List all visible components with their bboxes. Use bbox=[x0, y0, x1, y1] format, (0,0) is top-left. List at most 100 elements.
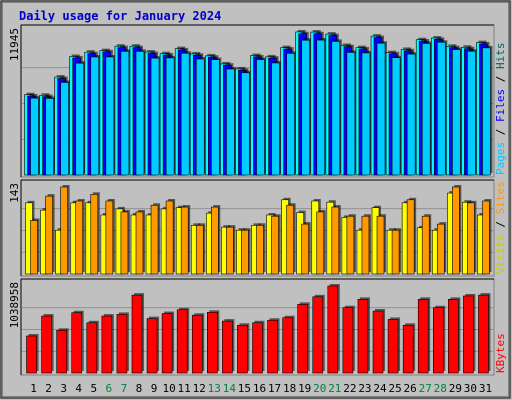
day-label-4: 4 bbox=[75, 382, 82, 395]
day-label-7: 7 bbox=[121, 382, 128, 395]
bar-pages-day-2 bbox=[45, 98, 54, 176]
bar-sites-day-7 bbox=[120, 211, 129, 275]
bar-kbytes-day-17 bbox=[267, 319, 278, 374]
bar-sites-day-9 bbox=[150, 204, 159, 275]
bar-pages-day-22 bbox=[346, 52, 356, 176]
day-label-6: 6 bbox=[106, 382, 113, 395]
bar-sites-day-22 bbox=[346, 215, 355, 275]
bar-pages-day-1 bbox=[30, 97, 39, 176]
day-label-25: 25 bbox=[388, 382, 401, 395]
bar-kbytes-day-26 bbox=[402, 324, 414, 374]
bar-kbytes-day-14 bbox=[222, 320, 233, 374]
legend-item-pages: Pages bbox=[494, 142, 507, 175]
legend-separator: / bbox=[494, 122, 507, 142]
bar-sites-day-17 bbox=[271, 215, 279, 275]
panel-hits: 11945 Pages / Files / Hits bbox=[8, 24, 507, 178]
day-label-12: 12 bbox=[193, 382, 206, 395]
day-label-13: 13 bbox=[208, 382, 221, 395]
legend-hits: Pages / Files / Hits bbox=[494, 43, 507, 176]
bar-sites-day-15 bbox=[241, 229, 249, 275]
bar-pages-day-13 bbox=[211, 59, 220, 176]
bar-kbytes-day-11 bbox=[176, 309, 188, 374]
bar-pages-day-7 bbox=[120, 51, 130, 176]
bar-pages-day-25 bbox=[391, 57, 401, 176]
day-label-2: 2 bbox=[45, 382, 52, 395]
bar-sites-day-27 bbox=[421, 215, 430, 275]
day-label-10: 10 bbox=[162, 382, 175, 395]
panel-visits: 143 Visits / Sites bbox=[8, 179, 507, 277]
bar-sites-day-21 bbox=[331, 206, 340, 275]
bar-sites-day-31 bbox=[482, 200, 490, 275]
bar-kbytes-day-2 bbox=[41, 315, 52, 374]
bar-kbytes-day-3 bbox=[56, 329, 67, 374]
bar-kbytes-day-15 bbox=[237, 324, 248, 374]
bar-kbytes-day-6 bbox=[101, 315, 113, 374]
bar-sites-day-29 bbox=[452, 186, 460, 275]
day-label-27: 27 bbox=[419, 382, 432, 395]
chart-title: Daily usage for January 2024 bbox=[19, 9, 221, 23]
bar-kbytes-day-25 bbox=[387, 319, 399, 374]
bar-pages-day-6 bbox=[105, 56, 115, 176]
bar-kbytes-day-1 bbox=[26, 335, 37, 374]
bar-kbytes-day-13 bbox=[207, 311, 218, 374]
bar-kbytes-day-23 bbox=[357, 299, 369, 374]
day-label-8: 8 bbox=[136, 382, 143, 395]
day-label-23: 23 bbox=[358, 382, 371, 395]
bar-sites-day-24 bbox=[376, 215, 385, 275]
bar-pages-day-8 bbox=[135, 51, 145, 176]
bar-sites-day-28 bbox=[436, 223, 445, 275]
bar-kbytes-day-22 bbox=[342, 307, 354, 374]
legend-item-hits: Hits bbox=[494, 43, 507, 70]
day-label-18: 18 bbox=[283, 382, 296, 395]
bar-sites-day-1 bbox=[30, 220, 38, 275]
bar-kbytes-day-20 bbox=[312, 296, 324, 374]
bar-pages-day-29 bbox=[452, 49, 461, 176]
day-label-16: 16 bbox=[253, 382, 266, 395]
bar-pages-day-11 bbox=[180, 52, 190, 176]
bar-kbytes-day-19 bbox=[297, 304, 308, 374]
bar-sites-day-20 bbox=[316, 211, 325, 275]
day-label-21: 21 bbox=[328, 382, 341, 395]
legend-item-files: Files bbox=[494, 89, 507, 122]
day-label-19: 19 bbox=[298, 382, 311, 395]
bar-pages-day-30 bbox=[467, 50, 476, 176]
bar-pages-day-17 bbox=[271, 62, 280, 176]
bar-sites-day-6 bbox=[105, 200, 114, 275]
bar-kbytes-day-29 bbox=[448, 299, 459, 374]
day-label-24: 24 bbox=[373, 382, 387, 395]
bar-kbytes-day-10 bbox=[161, 313, 173, 374]
bar-pages-day-19 bbox=[301, 39, 310, 176]
bar-pages-day-18 bbox=[286, 53, 295, 176]
legend-item-kbytes: KBytes bbox=[494, 333, 507, 373]
bar-pages-day-14 bbox=[226, 68, 235, 176]
bar-sites-day-18 bbox=[286, 204, 294, 275]
bar-kbytes-day-9 bbox=[146, 318, 158, 374]
legend-visits: Visits / Sites bbox=[494, 181, 507, 274]
bar-pages-day-9 bbox=[150, 57, 160, 176]
bar-pages-day-3 bbox=[60, 82, 69, 176]
bar-pages-day-4 bbox=[75, 62, 85, 176]
bar-sites-day-10 bbox=[165, 200, 174, 275]
bar-pages-day-31 bbox=[482, 47, 491, 176]
bar-sites-day-19 bbox=[301, 223, 309, 275]
bar-pages-day-28 bbox=[436, 41, 446, 176]
y-max-label-kbytes: 1038958 bbox=[8, 282, 21, 328]
outer-border-light bbox=[2, 2, 509, 397]
bar-sites-day-8 bbox=[135, 211, 144, 275]
day-label-31: 31 bbox=[479, 382, 492, 395]
bar-pages-day-20 bbox=[316, 39, 326, 176]
day-label-17: 17 bbox=[268, 382, 281, 395]
bar-kbytes-day-21 bbox=[327, 285, 339, 374]
bar-sites-day-2 bbox=[45, 195, 53, 275]
day-label-9: 9 bbox=[151, 382, 158, 395]
bar-pages-day-21 bbox=[331, 41, 341, 176]
day-label-20: 20 bbox=[313, 382, 326, 395]
bar-pages-day-10 bbox=[165, 57, 175, 176]
bar-kbytes-day-5 bbox=[86, 322, 98, 374]
bar-sites-day-12 bbox=[195, 225, 204, 275]
day-label-11: 11 bbox=[178, 382, 191, 395]
bar-kbytes-day-8 bbox=[131, 294, 143, 374]
day-label-30: 30 bbox=[464, 382, 477, 395]
